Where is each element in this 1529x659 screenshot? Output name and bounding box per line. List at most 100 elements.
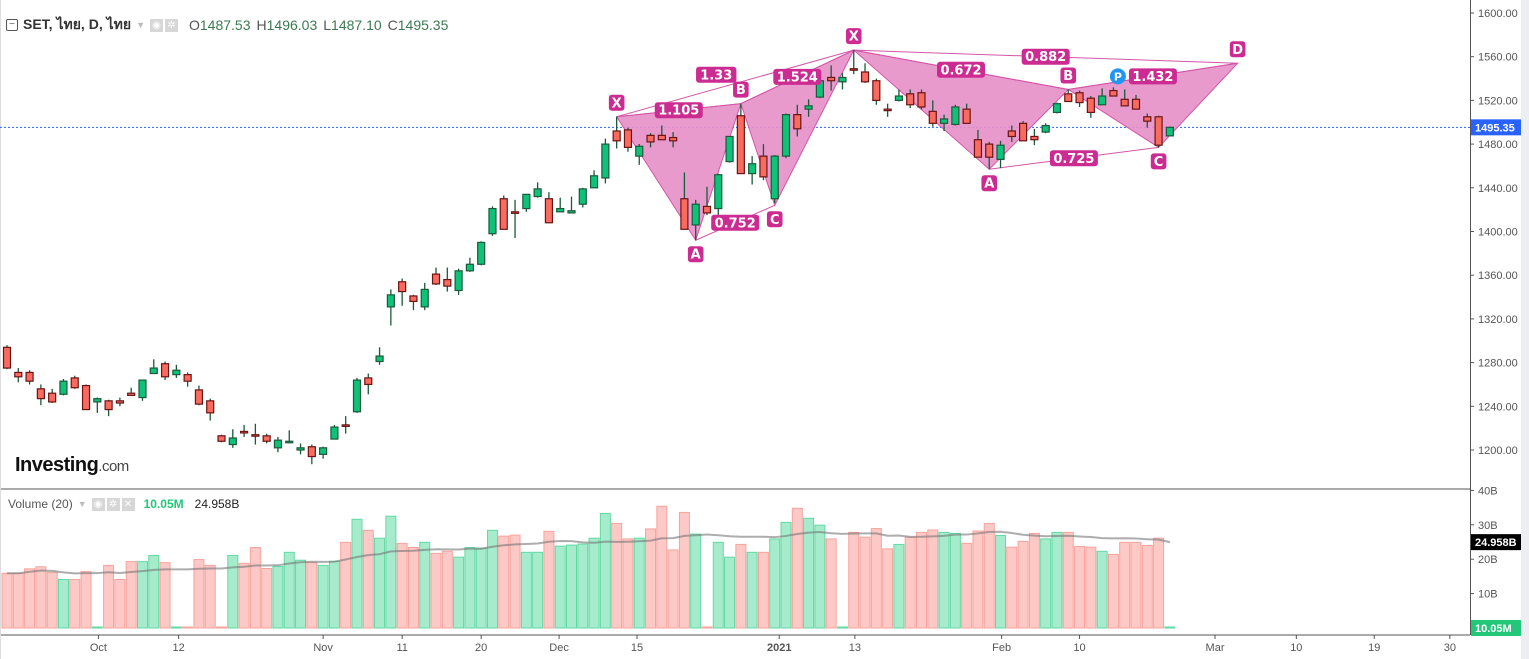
candle — [781, 113, 791, 159]
candle-body — [36, 388, 45, 400]
candle-body — [70, 377, 79, 389]
ratio-label-ac-bg — [1049, 150, 1098, 167]
candle — [669, 132, 678, 148]
candle-body — [1131, 98, 1141, 110]
volume-bar — [227, 554, 239, 629]
volume-bar — [645, 528, 657, 629]
chevron-down-icon[interactable]: ▼ — [136, 20, 145, 30]
ratio-label-xb-text: 1.105 — [658, 104, 699, 119]
candle — [194, 385, 204, 406]
volume-bar — [362, 529, 374, 629]
point-label-d: D — [1229, 41, 1246, 58]
time-tick-label: Feb — [992, 642, 1011, 654]
candle — [115, 397, 125, 407]
ratio-label-ac-bg — [711, 214, 760, 231]
candle — [906, 89, 915, 109]
time-tick-label: 15 — [631, 642, 643, 654]
candle-body — [725, 135, 734, 163]
volume-bar — [317, 564, 329, 629]
volume-bar — [554, 545, 566, 629]
close-icon[interactable]: ✕ — [121, 497, 135, 511]
ratio-label-bd-text: 1.432 — [1132, 70, 1173, 85]
candle — [917, 89, 926, 110]
candle-body — [804, 105, 813, 110]
candle-body — [172, 369, 181, 376]
time-tick-label: 12 — [172, 642, 184, 654]
candle-body — [1120, 98, 1129, 107]
volume-ma-line — [7, 530, 1171, 575]
candle-body — [928, 110, 937, 124]
candle-body — [115, 400, 125, 404]
candle-body — [477, 241, 486, 265]
logo-suffix: .com — [98, 458, 129, 475]
candle-body — [1052, 103, 1062, 114]
candle — [228, 429, 237, 448]
price-tick-label: 1600.00 — [1478, 8, 1518, 20]
candle — [1075, 90, 1084, 107]
volume-bar — [249, 547, 261, 629]
candle-body — [544, 198, 554, 224]
candle — [973, 129, 983, 158]
candle-body — [285, 440, 294, 444]
candle — [160, 361, 170, 381]
candle — [714, 173, 723, 220]
candle — [860, 63, 870, 83]
symbol-title[interactable]: SET, ไทย, D, ไทย — [23, 16, 132, 32]
candle-body — [375, 355, 384, 363]
chevron-down-icon[interactable]: ▼ — [77, 499, 87, 509]
eye-icon[interactable]: ◉ — [150, 18, 163, 32]
point-label-d-text: D — [1232, 43, 1243, 58]
volume-ma-tag-bg — [1471, 534, 1521, 551]
volume-bar — [182, 626, 194, 629]
point-label-x-text: X — [849, 30, 859, 45]
volume-title[interactable]: Volume (20) — [8, 497, 73, 511]
investing-logo: Investing.com — [15, 454, 129, 477]
candle — [59, 378, 68, 396]
candle-body — [883, 108, 892, 112]
volume-bar — [611, 522, 623, 629]
volume-tick-label: 10B — [1478, 589, 1498, 601]
time-tick-label: 19 — [1368, 642, 1380, 654]
volume-bar — [1164, 626, 1176, 629]
candle-body — [127, 392, 136, 396]
candle-body — [691, 203, 700, 226]
volume-bar — [724, 556, 736, 629]
volume-bar — [757, 551, 769, 629]
point-label-b-text: B — [736, 83, 746, 98]
candle — [793, 104, 802, 137]
eye-icon[interactable]: ◉ — [91, 497, 105, 511]
volume-tick-label: 30B — [1478, 520, 1498, 532]
candle — [589, 170, 599, 189]
candle — [307, 444, 316, 465]
point-label-d-bg — [1229, 41, 1246, 58]
volume-bar — [769, 538, 781, 629]
candle-body — [951, 106, 960, 126]
candle — [623, 127, 633, 152]
point-label-x-bg — [608, 94, 625, 111]
candle — [273, 436, 283, 453]
volume-bar — [938, 531, 950, 629]
candle — [262, 433, 271, 444]
point-label-b-bg — [1060, 67, 1077, 84]
price-tick-label: 1280.00 — [1478, 358, 1518, 370]
price-tick-label: 1400.00 — [1478, 227, 1518, 239]
candle — [285, 430, 294, 444]
candle — [578, 187, 587, 208]
candle — [748, 156, 757, 185]
collapse-icon[interactable]: − — [6, 19, 18, 31]
gear-icon[interactable]: ✲ — [106, 497, 120, 511]
volume-bar — [814, 524, 826, 629]
gear-icon[interactable]: ✲ — [165, 18, 178, 32]
candle-body — [996, 144, 1005, 160]
point-label-x-bg — [845, 28, 862, 45]
candle-body — [556, 207, 565, 213]
time-tick-label: 10 — [1073, 642, 1085, 654]
time-tick-label: Nov — [313, 642, 333, 654]
price-tick-label: 1560.00 — [1478, 52, 1518, 64]
volume-bar — [859, 536, 871, 629]
volume-bar — [238, 562, 250, 629]
ohlc-values: O1487.53 H1496.03 L1487.10 C1495.35 — [183, 17, 448, 33]
candle-body — [533, 188, 542, 198]
ohlc-value: 1487.10 — [331, 17, 382, 33]
